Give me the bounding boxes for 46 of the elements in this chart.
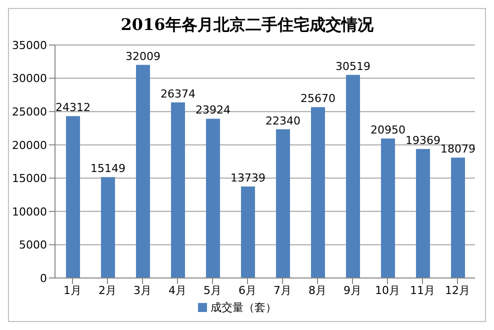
y-tick-label: 5000 (19, 238, 47, 252)
data-label: 20950 (370, 124, 406, 137)
x-tick-label: 5月 (204, 284, 222, 297)
x-tick-label: 12月 (445, 284, 470, 297)
data-label: 32009 (126, 50, 160, 63)
bar (311, 107, 325, 278)
y-tick-label: 15000 (12, 172, 47, 186)
legend-label: 成交量（套） (210, 301, 276, 314)
data-label: 22340 (266, 114, 300, 128)
data-label: 19369 (406, 134, 440, 148)
x-tick-label: 6月 (238, 284, 256, 297)
data-label: 26374 (160, 87, 196, 100)
data-label: 23924 (196, 104, 230, 117)
bar (241, 186, 255, 278)
x-tick-label: 7月 (274, 284, 292, 297)
x-tick-label: 9月 (344, 284, 362, 297)
data-label: 24312 (56, 101, 90, 114)
data-label: 13739 (230, 172, 266, 185)
bar (416, 149, 430, 278)
x-tick-label: 4月 (168, 284, 186, 297)
bar (346, 74, 360, 278)
x-tick-label: 2月 (98, 284, 116, 297)
bar (136, 64, 150, 278)
data-label: 30519 (336, 60, 370, 73)
x-tick-label: 1月 (64, 284, 82, 297)
chart-title: 2016年各月北京二手住宅成交情况 (120, 15, 374, 36)
bar (66, 116, 80, 278)
x-tick-label: 8月 (308, 284, 326, 297)
data-label: 25670 (300, 92, 336, 106)
bar (206, 118, 220, 278)
data-label: 15149 (90, 162, 126, 176)
bar (451, 158, 465, 278)
bar (101, 177, 115, 278)
y-tick-label: 10000 (12, 205, 47, 218)
x-tick-label: 11月 (410, 284, 435, 297)
bar (381, 138, 395, 278)
y-tick-label: 35000 (12, 38, 47, 52)
bar (171, 102, 185, 278)
data-label: 18079 (440, 142, 476, 156)
x-tick-label: 10月 (375, 284, 400, 297)
y-tick-label: 25000 (12, 105, 47, 118)
bar (276, 129, 290, 278)
x-tick-label: 3月 (134, 284, 152, 297)
y-tick-label: 0 (40, 272, 47, 285)
y-tick-label: 20000 (12, 138, 47, 152)
y-tick-label: 30000 (12, 72, 47, 86)
